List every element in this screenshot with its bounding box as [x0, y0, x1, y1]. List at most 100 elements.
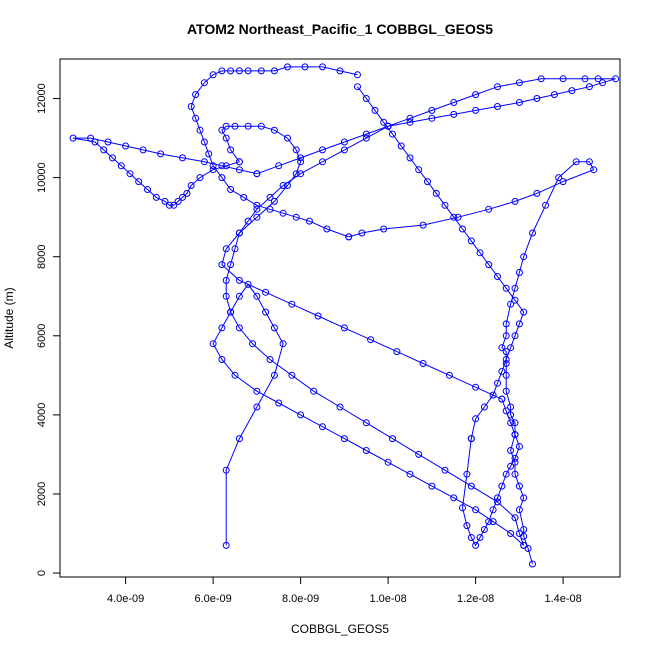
data-point — [288, 371, 296, 379]
data-point — [428, 106, 436, 114]
data-point — [227, 186, 235, 193]
data-point — [262, 308, 270, 316]
data-point — [489, 518, 497, 526]
data-point — [235, 158, 243, 166]
data-point — [174, 197, 182, 205]
data-point — [200, 79, 208, 87]
data-point — [218, 324, 226, 332]
x-tick-label: 1.0e-08 — [369, 593, 406, 605]
data-point — [450, 213, 458, 221]
series-line-6 — [73, 137, 258, 206]
data-point — [559, 178, 567, 186]
data-point — [288, 300, 296, 308]
data-point — [507, 403, 515, 411]
data-point — [319, 158, 326, 166]
data-point — [594, 75, 602, 83]
data-point — [367, 336, 375, 344]
data-point — [533, 95, 541, 102]
data-point — [507, 419, 515, 427]
x-axis-label: COBBGL_GEOS5 — [291, 622, 389, 636]
data-point — [218, 162, 226, 170]
data-point — [362, 419, 370, 427]
data-point — [117, 162, 125, 170]
data-point — [192, 114, 200, 122]
data-point — [209, 340, 217, 348]
data-point — [187, 103, 195, 110]
data-point — [183, 189, 191, 197]
data-point — [406, 470, 414, 478]
data-point — [424, 178, 431, 186]
plot-frame — [59, 58, 621, 578]
y-axis-label: Altitude (m) — [2, 287, 16, 348]
data-point — [218, 174, 226, 182]
data-point — [179, 193, 186, 201]
data-point — [354, 71, 361, 79]
data-point — [279, 182, 287, 189]
data-point — [515, 79, 523, 87]
data-point — [502, 470, 510, 478]
data-point — [292, 146, 300, 154]
data-point — [415, 450, 423, 458]
data-point — [200, 158, 208, 166]
data-point — [511, 514, 519, 522]
data-point — [270, 126, 278, 134]
data-point — [515, 506, 523, 514]
data-point — [502, 371, 510, 379]
data-point — [222, 276, 230, 284]
data-point — [406, 154, 414, 162]
data-point — [511, 284, 519, 292]
data-point — [494, 498, 501, 506]
data-point — [222, 541, 230, 549]
data-point — [432, 189, 440, 197]
data-point — [91, 138, 99, 146]
data-point — [284, 63, 291, 71]
data-point — [389, 435, 396, 443]
data-point — [222, 466, 230, 474]
data-point — [218, 261, 226, 269]
data-point — [419, 360, 427, 367]
data-point — [581, 75, 589, 83]
data-point — [209, 71, 217, 79]
y-tick-label: 6000 — [36, 324, 48, 348]
data-point — [498, 367, 506, 375]
y-axis: 0 2000 4000 6000 8000 10000 12000 — [36, 83, 61, 576]
data-point — [472, 415, 480, 423]
data-point — [371, 106, 379, 114]
data-point — [222, 245, 230, 253]
data-point — [515, 99, 523, 106]
data-point — [209, 166, 217, 174]
series-line-1 — [348, 161, 595, 565]
data-point — [498, 482, 506, 490]
data-point — [498, 344, 506, 352]
x-tick-label: 6.0e-09 — [194, 593, 231, 605]
data-point — [520, 541, 528, 549]
data-point — [257, 122, 265, 130]
data-point — [511, 419, 519, 427]
data-point — [279, 209, 287, 217]
data-point — [454, 213, 462, 221]
data-point — [319, 423, 326, 431]
data-point — [502, 284, 510, 292]
data-point — [476, 534, 484, 541]
data-point — [515, 482, 523, 490]
data-point — [170, 201, 178, 209]
data-point — [135, 178, 143, 186]
data-point — [249, 340, 256, 348]
data-point — [568, 87, 576, 95]
data-point — [279, 340, 287, 348]
data-point — [494, 273, 501, 280]
data-point — [494, 494, 501, 502]
data-point — [463, 522, 471, 530]
y-tick-label: 0 — [36, 570, 48, 576]
data-point — [323, 225, 331, 233]
data-point — [529, 560, 536, 568]
x-tick-label: 1.4e-08 — [544, 593, 581, 605]
data-point — [515, 320, 523, 328]
data-point — [253, 201, 261, 209]
data-point — [104, 138, 112, 146]
data-point — [393, 348, 401, 356]
data-point — [542, 201, 550, 209]
y-tick-label: 8000 — [36, 244, 48, 268]
data-point — [529, 229, 536, 237]
